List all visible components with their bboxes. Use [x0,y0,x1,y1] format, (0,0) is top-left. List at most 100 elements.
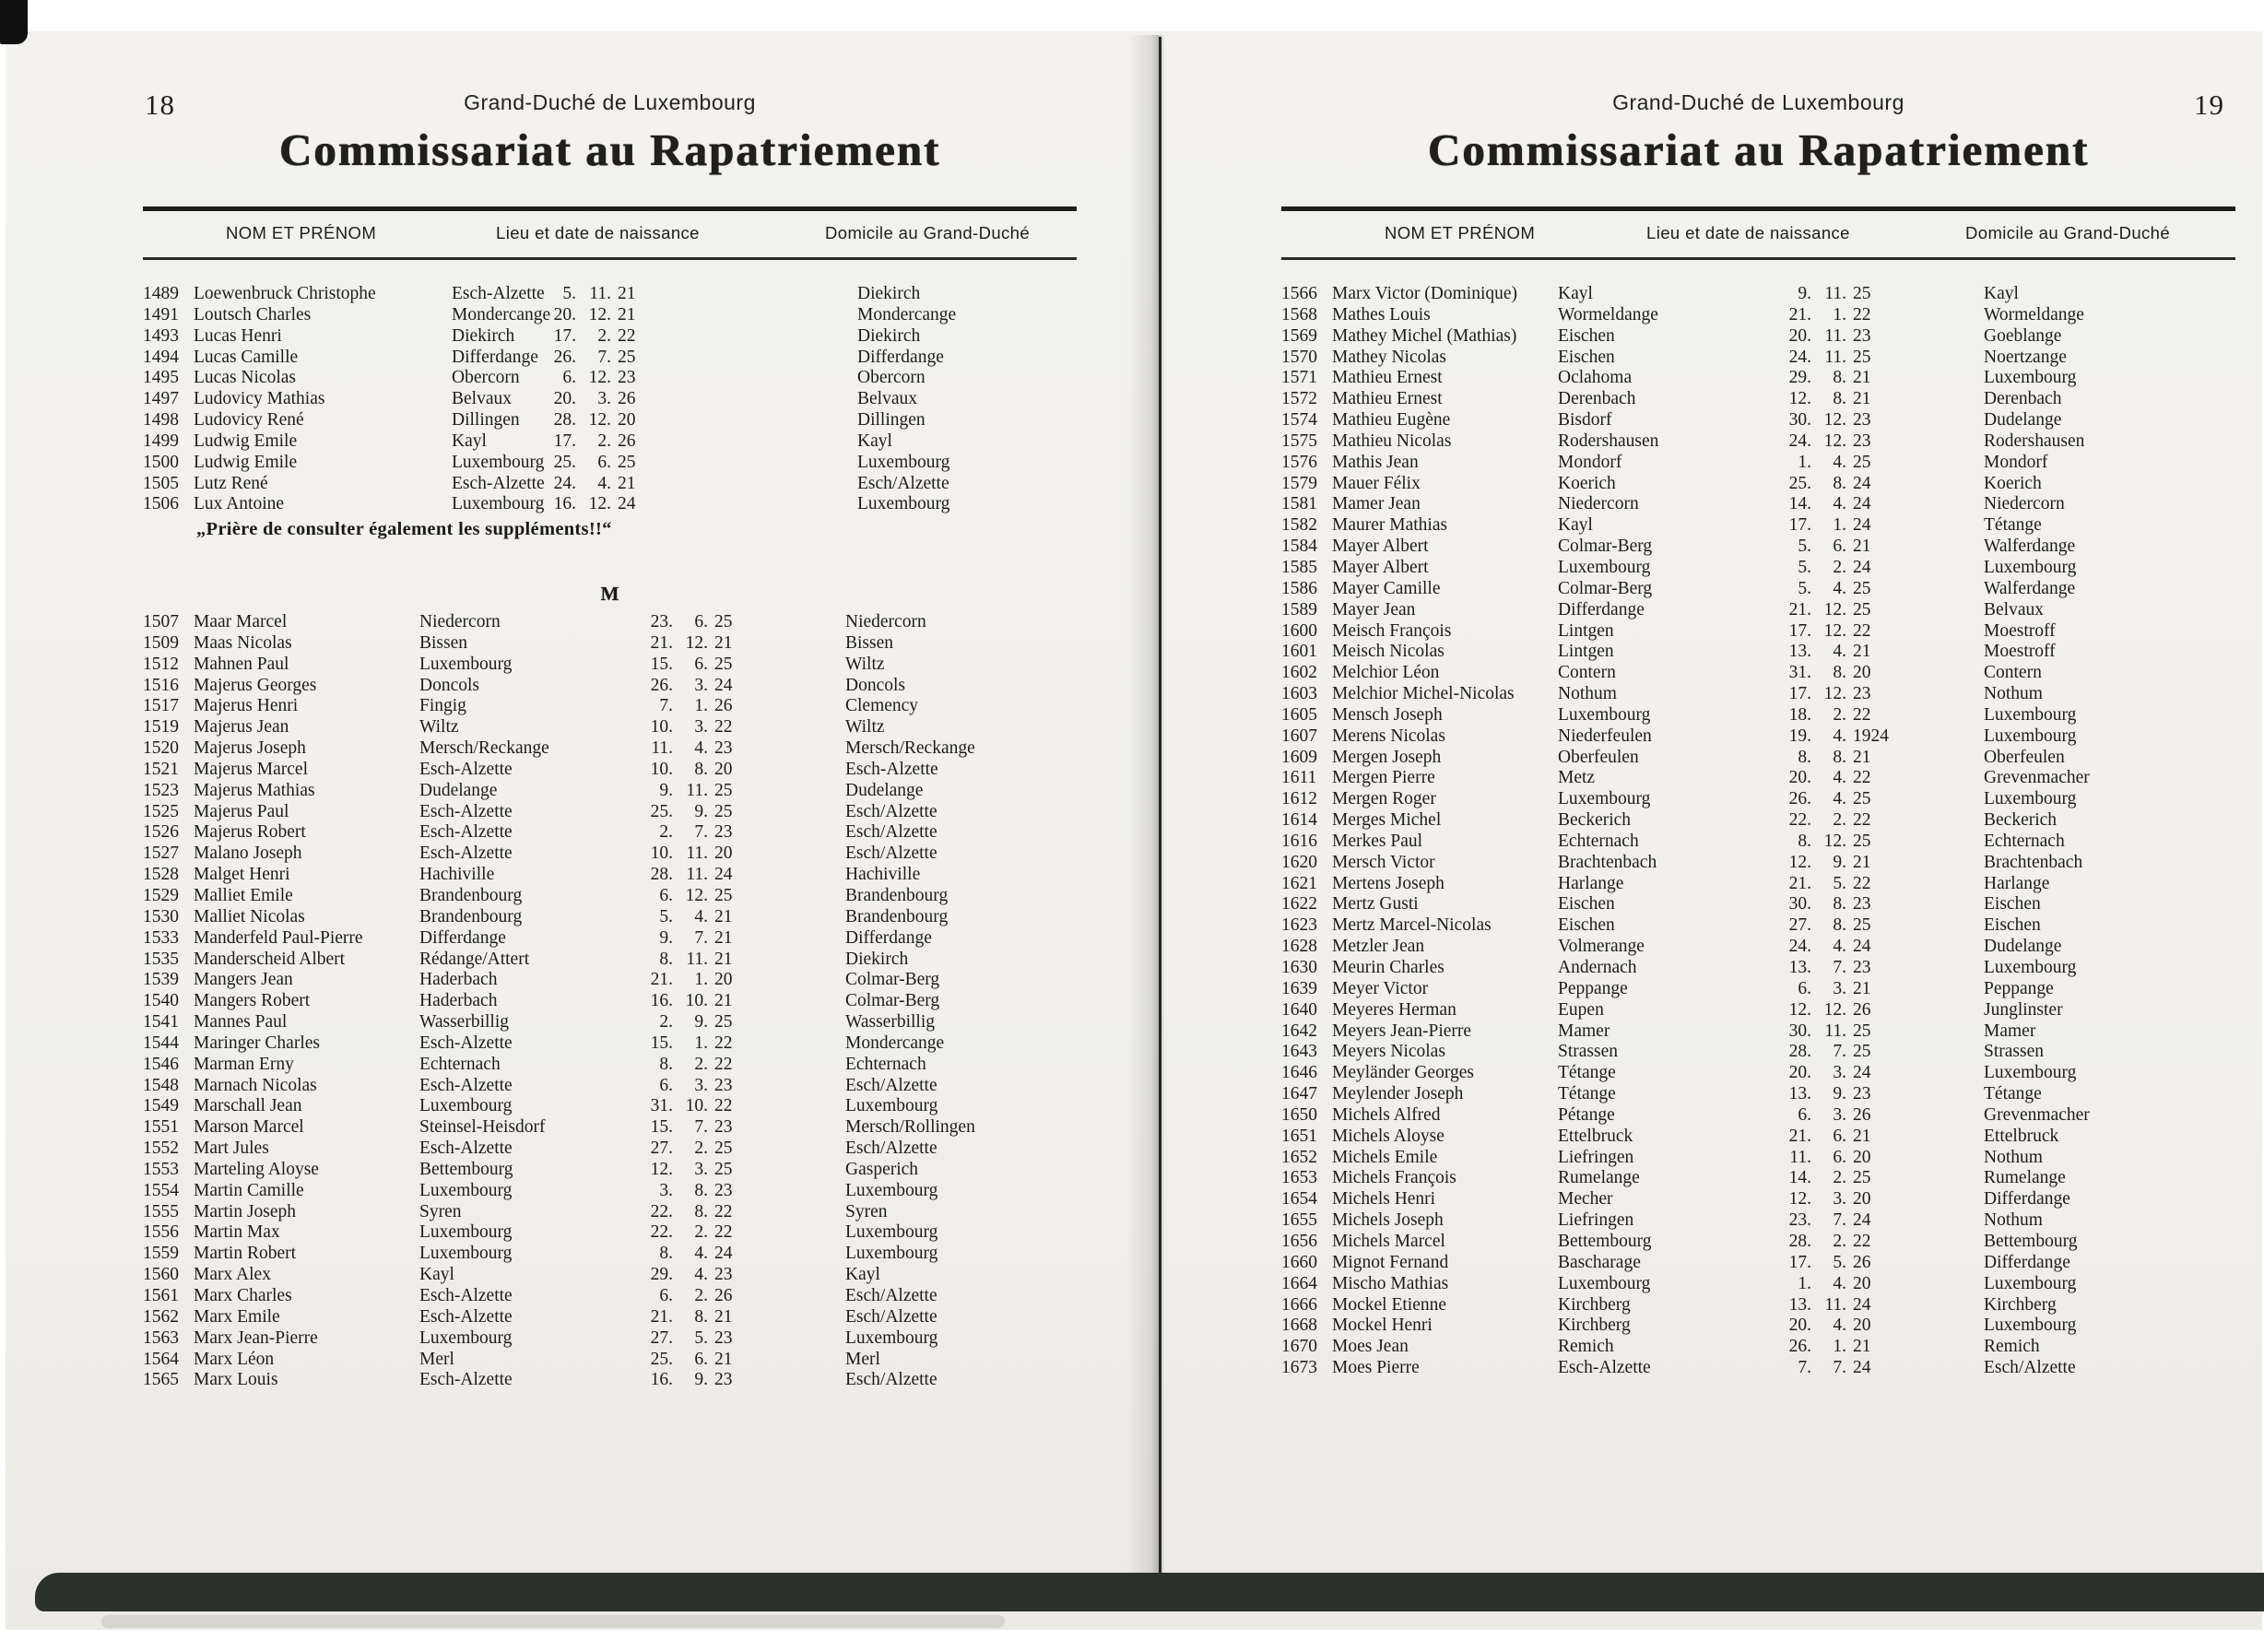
domicile: Grevenmacher [1984,768,2090,788]
birth-year: 21 [714,1349,733,1369]
birth-month: 11. [686,844,708,864]
table-row: 1505 Lutz René Esch-Alzette 24. 4. 21 Esch/Alz… [143,474,1077,495]
birth-place: Esch-Alzette [452,284,545,303]
birth-place: Bascharage [1558,1252,1641,1272]
birth-year: 22 [1853,1231,1871,1251]
person-name: Maurer Mathias [1332,515,1448,536]
domicile: Mersch/Rollingen [845,1117,975,1138]
person-name: Malliet Nicolas [194,906,305,926]
birth-year: 25 [714,780,733,800]
table-row: 1526 Majerus Robert Esch-Alzette 2. 7. 23 Esch… [143,822,1077,844]
table-row: 1507 Maar Marcel Niedercorn 23. 6. 25 Niederco… [143,612,1077,633]
table-row: 1564 Marx Léon Merl 25. 6. 21 Merl [143,1350,1077,1371]
birth-year: 23 [714,822,733,843]
birth-place: Dillingen [452,410,520,431]
domicile: Mersch/Reckange [845,738,975,759]
birth-day: 20. [1788,768,1811,788]
domicile: Walferdange [1984,578,2076,598]
birth-day: 3. [659,1180,673,1200]
row-number: 1517 [143,696,179,716]
table-row: 1568 Mathes Louis Wormeldange 21. 1. 22 Wormel… [1281,305,2235,326]
table-row: 1666 Mockel Etienne Kirchberg 13. 11. 24 Kirch… [1281,1295,2235,1316]
domicile: Belvaux [1984,599,2044,620]
birth-day: 13. [1788,1294,1811,1315]
spacer [1895,305,1984,326]
table-row: 1553 Marteling Aloyse Bettembourg 12. 3. 25 Ga… [143,1160,1077,1181]
table-row: 1589 Mayer Jean Differdange 21. 12. 25 Belvaux [1281,600,2235,621]
row-number: 1655 [1281,1210,1317,1231]
birth-year: 23 [714,1370,733,1390]
person-name: Marx Victor (Dominique) [1332,284,1518,303]
birth-place: Luxembourg [1558,789,1651,809]
birth-year: 25 [1853,599,1871,620]
spacer [1895,726,1984,748]
birth-year: 23 [714,1180,733,1200]
birth-place: Obercorn [452,368,520,388]
birth-day: 22. [650,1201,673,1221]
domicile: Luxembourg [845,1180,938,1200]
birth-place: Luxembourg [1558,1273,1651,1293]
domicile: Noertzange [1984,347,2067,367]
row-number: 1673 [1281,1358,1317,1378]
birth-month: 4. [1833,768,1846,788]
birth-day: 25. [1788,473,1811,493]
person-name: Lucas Camille [194,347,299,367]
domicile: Grevenmacher [1984,1104,2090,1125]
birth-day: 8. [659,949,673,969]
birth-month: 1. [694,1032,708,1053]
birth-month: 10. [685,1096,708,1116]
birth-day: 7. [659,696,673,716]
birth-month: 8. [694,1201,708,1221]
row-number: 1520 [143,738,179,759]
birth-day: 25. [650,1349,673,1369]
person-name: Mignot Fernand [1332,1252,1449,1272]
birth-year: 22 [618,325,636,346]
spacer [757,1160,845,1181]
domicile: Luxembourg [857,494,950,514]
person-name: Michels Aloyse [1332,1126,1444,1146]
row-number: 1585 [1281,557,1317,577]
person-name: Moes Pierre [1332,1358,1420,1378]
birth-day: 6. [659,1286,673,1305]
birth-year: 23 [1853,894,1871,914]
birth-place: Luxembourg [452,494,545,514]
scanned-paper [6,31,2262,1630]
table-row: 1509 Maas Nicolas Bissen 21. 12. 21 Bissen [143,633,1077,655]
person-name: Malliet Emile [194,885,293,905]
row-number: 1622 [1281,894,1317,914]
birth-day: 11. [651,738,673,759]
person-name: Majerus Jean [194,717,289,738]
domicile: Luxembourg [1984,1063,2077,1083]
birth-year: 21 [714,906,733,926]
birth-place: Luxembourg [419,1180,513,1200]
spacer [1895,1168,1984,1189]
row-number: 1559 [143,1244,179,1264]
birth-day: 26. [1788,1337,1811,1357]
birth-day: 16. [650,1370,673,1390]
birth-day: 20. [553,389,576,409]
person-name: Mertz Marcel-Nicolas [1332,915,1492,936]
birth-year: 21 [1853,537,1871,557]
table-row: 1489 Loewenbruck Christophe Esch-Alzette 5.… [143,284,1077,305]
birth-year: 24 [714,865,733,885]
birth-place: Liefringen [1558,1147,1634,1167]
birth-day: 16. [650,991,673,1011]
spacer [1895,537,1984,558]
domicile: Kayl [1984,284,2019,303]
birth-year: 26 [1853,1104,1871,1125]
table-row: 1575 Mathieu Nicolas Rodershausen 24. 12. 23 R… [1281,431,2235,453]
spacer [1895,621,1984,643]
birth-day: 23. [650,612,673,631]
birth-place: Brandenbourg [419,906,523,926]
birth-day: 28. [1788,1231,1811,1251]
birth-year: 24 [1853,937,1871,957]
person-name: Ludovicy Mathias [194,389,325,409]
birth-year: 21 [618,284,636,303]
domicile: Mondorf [1984,452,2048,472]
birth-place: Niedercorn [419,612,501,631]
birth-year: 21 [618,304,636,324]
birth-month: 12. [1823,599,1846,620]
birth-month: 4. [1833,452,1846,472]
birth-month: 3. [694,1159,708,1179]
row-number: 1568 [1281,304,1317,324]
